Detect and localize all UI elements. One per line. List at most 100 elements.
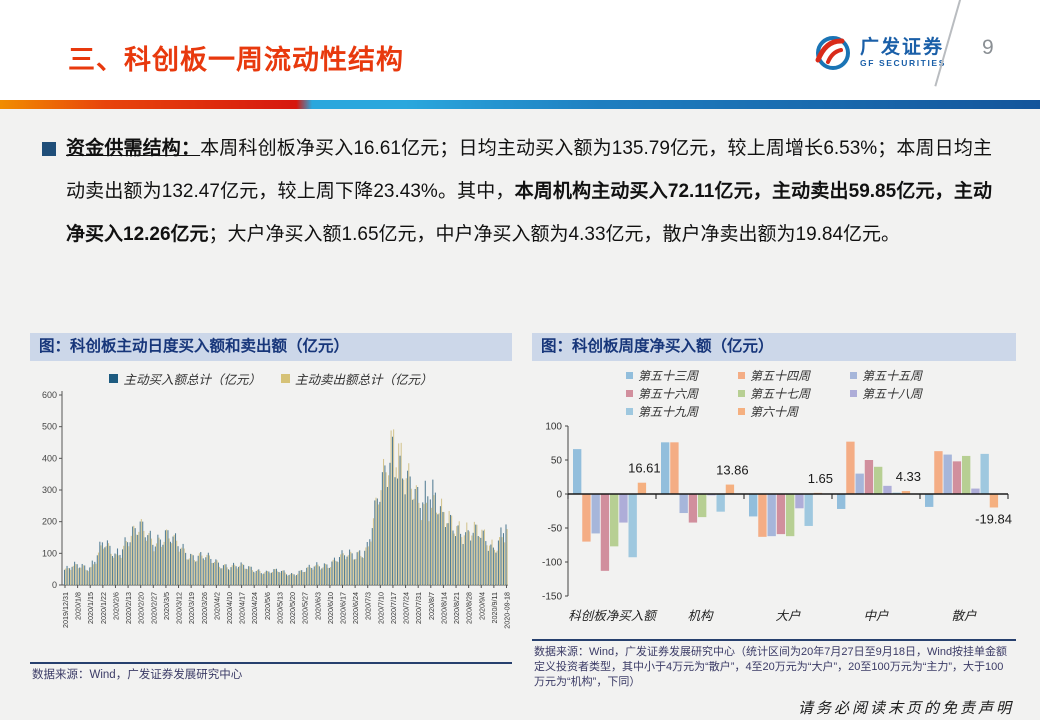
legend-swatch-icon <box>737 372 745 379</box>
legend-swatch-icon <box>109 373 119 383</box>
page-number: 9 <box>982 36 994 59</box>
right-chart-source: 数据来源：Wind，广发证券发展研究中心（统计区间为20年7月27日至9月18日… <box>534 646 1008 688</box>
legend-swatch-icon <box>625 372 633 379</box>
svg-text:中户: 中户 <box>863 608 889 623</box>
svg-text:-50: -50 <box>548 524 563 535</box>
legend-label: 第五十九周 <box>637 405 698 419</box>
svg-text:300: 300 <box>42 485 57 495</box>
svg-text:2020/9/4: 2020/9/4 <box>477 592 486 620</box>
logo-text: 广发证券 GF SECURITIES <box>860 37 946 69</box>
svg-text:2020/3/5: 2020/3/5 <box>162 592 171 620</box>
legend-swatch-icon <box>737 390 745 397</box>
disclaimer-note: 请务必阅读末页的免责声明 <box>797 699 1014 717</box>
paragraph-segment-2: 本周机构主动买入72.11亿元，主动卖出59.85亿元，主动净买入12.26亿元 <box>66 180 992 245</box>
right-legend-item-0: 第五十三周 <box>625 367 698 384</box>
svg-text:2020/3/19: 2020/3/19 <box>187 592 196 624</box>
svg-text:2020/4/17: 2020/4/17 <box>238 592 247 624</box>
svg-text:-150: -150 <box>542 592 562 603</box>
svg-text:-100: -100 <box>542 558 562 569</box>
svg-text:2020/1/15: 2020/1/15 <box>86 592 95 624</box>
svg-text:13.86: 13.86 <box>716 463 749 478</box>
legend-swatch-icon <box>850 390 857 397</box>
svg-text:2020/3/12: 2020/3/12 <box>175 592 184 624</box>
right-chart-legend: 第五十三周 第五十四周 第五十五周第五十六周 第五十七周 第五十八周第五十九周 第六十周 <box>532 367 1016 420</box>
legend-label: 第六十周 <box>749 405 798 419</box>
legend-label: 主动买入额总计（亿元） <box>123 371 261 387</box>
logo-en: GF SECURITIES <box>860 58 946 68</box>
svg-text:2020/7/31: 2020/7/31 <box>414 592 423 624</box>
svg-text:100: 100 <box>42 548 57 558</box>
svg-text:0: 0 <box>52 580 57 590</box>
svg-text:2020/6/10: 2020/6/10 <box>326 592 335 624</box>
svg-text:2020/3/26: 2020/3/26 <box>200 592 209 624</box>
svg-text:2020/8/28: 2020/8/28 <box>465 592 474 624</box>
svg-text:2020/4/2: 2020/4/2 <box>212 592 221 620</box>
svg-text:2020/7/10: 2020/7/10 <box>376 592 385 624</box>
svg-text:2020-09-18: 2020-09-18 <box>502 592 511 629</box>
weekly-net-buy-chart: 100 50 0 -50 -100 -150 16.61 13.86 1.65 4.33 -19.8… <box>542 422 1012 624</box>
gf-securities-logo-icon <box>815 36 850 70</box>
svg-text:2020/5/6: 2020/5/6 <box>263 592 272 620</box>
right-legend-item-5: 第五十八周 <box>850 385 922 402</box>
svg-text:大户: 大户 <box>775 608 801 623</box>
svg-text:散户: 散户 <box>951 608 977 623</box>
svg-text:2020/2/13: 2020/2/13 <box>124 592 133 624</box>
left-source-rule <box>30 662 512 664</box>
legend-label: 第五十三周 <box>637 369 698 383</box>
daily-buy-sell-panel: 图：科创板主动日度买入额和卖出额（亿元） 主动买入额总计（亿元） 主动卖出额总计（… <box>30 333 512 684</box>
legend-label: 第五十五周 <box>862 369 923 383</box>
right-legend-item-1: 第五十四周 <box>737 367 810 384</box>
svg-text:200: 200 <box>42 517 57 527</box>
left-chart-source: 数据来源：Wind，广发证券发展研究中心 <box>32 669 243 681</box>
header: 三、科创板一周流动性结构 广发证券 GF SECURITIES 9 <box>0 0 1040 100</box>
svg-text:2020/4/10: 2020/4/10 <box>225 592 234 624</box>
right-source-rule <box>532 639 1016 641</box>
legend-label: 第五十七周 <box>749 387 810 401</box>
svg-text:2019/12/31: 2019/12/31 <box>61 592 70 628</box>
left-legend-item-0: 主动买入额总计（亿元） <box>109 369 261 388</box>
bullet-square <box>42 142 56 156</box>
svg-text:2020/2/20: 2020/2/20 <box>137 592 146 624</box>
legend-label: 第五十八周 <box>862 387 923 401</box>
svg-text:500: 500 <box>42 422 57 432</box>
legend-label: 主动卖出额总计（亿元） <box>295 371 433 387</box>
legend-swatch-icon <box>281 373 290 383</box>
svg-text:2020/8/14: 2020/8/14 <box>439 592 448 624</box>
svg-text:2020/7/17: 2020/7/17 <box>389 592 398 624</box>
left-legend-item-1: 主动卖出额总计（亿元） <box>281 369 433 388</box>
svg-text:-19.84: -19.84 <box>975 511 1012 526</box>
svg-text:4.33: 4.33 <box>896 469 921 484</box>
svg-text:2020/1/22: 2020/1/22 <box>99 592 108 624</box>
svg-text:2020/2/6: 2020/2/6 <box>111 592 120 620</box>
logo-cn: 广发证券 <box>860 37 945 58</box>
svg-text:2020/1/8: 2020/1/8 <box>74 592 83 620</box>
svg-text:2020/8/21: 2020/8/21 <box>452 592 461 624</box>
right-legend-item-3: 第五十六周 <box>625 385 698 402</box>
svg-text:1.65: 1.65 <box>808 471 833 486</box>
svg-text:2020/5/13: 2020/5/13 <box>275 592 284 624</box>
svg-text:2020/6/24: 2020/6/24 <box>351 592 360 624</box>
svg-text:2020/5/20: 2020/5/20 <box>288 592 297 624</box>
svg-text:50: 50 <box>551 456 563 467</box>
legend-swatch-icon <box>625 390 633 397</box>
summary-paragraph: 资金供需结构：本周科创板净买入16.61亿元；日均主动买入额为135.79亿元，… <box>42 128 992 256</box>
right-chart-title: 图：科创板周度净买入额（亿元） <box>532 333 1016 361</box>
svg-text:600: 600 <box>42 390 57 400</box>
right-legend-item-4: 第五十七周 <box>737 385 810 402</box>
svg-text:16.61: 16.61 <box>628 461 661 476</box>
svg-text:0: 0 <box>556 490 562 501</box>
legend-swatch-icon <box>737 408 745 415</box>
svg-text:2020/4/24: 2020/4/24 <box>250 592 259 624</box>
paragraph-segment-3: ；大户净买入额1.65亿元，中户净买入额为4.33亿元，散户净卖出额为19.84… <box>208 223 901 245</box>
svg-text:100: 100 <box>545 422 562 433</box>
svg-text:2020/7/3: 2020/7/3 <box>364 592 373 620</box>
right-legend-item-6: 第五十九周 <box>625 403 698 420</box>
svg-text:2020/2/27: 2020/2/27 <box>149 592 158 624</box>
svg-text:2020/5/27: 2020/5/27 <box>301 592 310 624</box>
legend-swatch-icon <box>625 408 633 415</box>
svg-text:2020/6/17: 2020/6/17 <box>339 592 348 624</box>
gf-securities-logo: 广发证券 GF SECURITIES <box>812 32 946 74</box>
left-chart-legend: 主动买入额总计（亿元） 主动卖出额总计（亿元） <box>30 369 512 387</box>
